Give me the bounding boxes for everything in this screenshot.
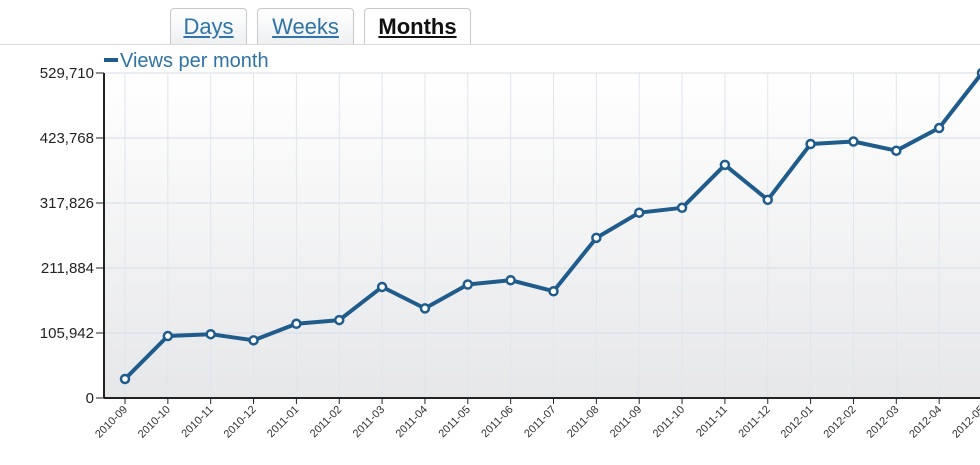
axes (96, 72, 980, 404)
y-tick-label: 529,710 (40, 65, 94, 82)
chart-legend: Views per month (104, 49, 269, 73)
data-point (548, 285, 559, 297)
x-tick-label: 2012-05 (950, 404, 980, 441)
x-tick-label: 2011-01 (265, 404, 301, 440)
x-tick-label: 2012-03 (864, 404, 901, 441)
y-tick-label: 317,826 (40, 195, 94, 212)
y-tick-label: 423,768 (40, 130, 94, 147)
data-points (119, 68, 980, 385)
plot-background (104, 73, 980, 398)
data-point (205, 328, 216, 340)
x-tick-label: 2010-11 (179, 404, 215, 440)
x-tick-label: 2011-04 (394, 404, 430, 440)
y-tick-label: 211,884 (41, 260, 94, 277)
x-tick-label: 2011-05 (436, 404, 472, 440)
data-point (848, 136, 859, 147)
x-tick-label: 2011-12 (736, 404, 772, 440)
data-point (248, 335, 259, 346)
x-tick-label: 2012-01 (779, 404, 816, 441)
data-point (162, 330, 174, 342)
x-tick-labels: 2010-09 2010-10 2010-11 2010-12 2011-01 2011-… (93, 404, 980, 441)
x-tick-label: 2010-12 (222, 404, 259, 441)
data-point (591, 232, 602, 244)
x-tick-label: 2011-07 (522, 404, 558, 440)
x-tick-label: 2011-08 (565, 404, 601, 440)
data-point (376, 281, 388, 293)
data-point (334, 314, 345, 326)
data-point (633, 207, 645, 218)
data-point (419, 303, 431, 314)
data-point (891, 145, 902, 156)
y-tick-label: 0 (86, 390, 94, 407)
x-tick-label: 2011-10 (651, 404, 687, 440)
data-point (762, 194, 773, 206)
legend-swatch (104, 57, 118, 62)
y-tick-labels: 0 105,942 211,884 317,826 423,768 529,710 (40, 65, 94, 407)
tab-weeks[interactable]: Weeks (257, 8, 354, 44)
tab-months[interactable]: Months (364, 8, 471, 44)
data-point (805, 138, 816, 150)
data-point (933, 122, 945, 134)
data-point (291, 318, 302, 330)
data-point (462, 279, 474, 290)
data-point (119, 373, 131, 385)
x-tick-label: 2010-10 (136, 404, 173, 441)
x-tick-label: 2012-04 (907, 404, 944, 441)
data-point (719, 159, 731, 171)
x-tick-label: 2011-06 (479, 404, 515, 440)
tab-days[interactable]: Days (170, 8, 247, 44)
x-tick-label: 2010-09 (93, 404, 130, 441)
data-point (505, 274, 516, 286)
legend-label: Views per month (120, 50, 269, 72)
x-tick-label: 2012-02 (822, 404, 859, 441)
data-point (676, 202, 688, 214)
y-tick-label: 105,942 (40, 325, 94, 342)
x-tick-label: 2011-09 (608, 404, 644, 440)
x-tick-label: 2011-02 (308, 404, 344, 440)
x-tick-label: 2011-03 (351, 404, 387, 440)
chart-area (0, 44, 980, 465)
x-tick-label: 2011-11 (694, 404, 730, 440)
